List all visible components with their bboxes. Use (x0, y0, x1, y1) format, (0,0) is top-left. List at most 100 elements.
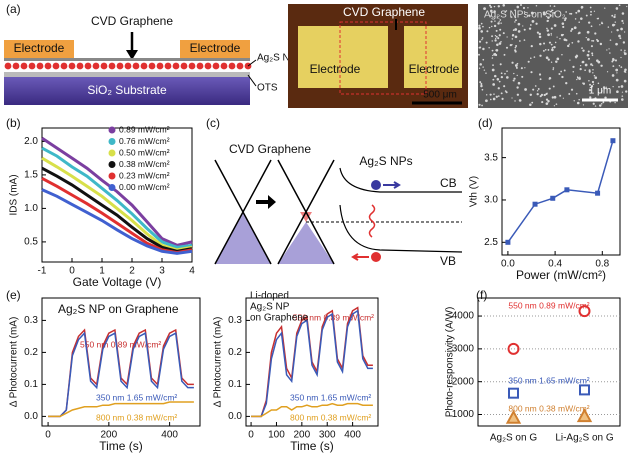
particle (619, 65, 620, 66)
particle (499, 42, 502, 45)
y-tick-label: 0.5 (24, 237, 38, 248)
particle (504, 54, 506, 56)
y-axis-label: Vth (V) (469, 176, 480, 207)
particle (572, 66, 574, 68)
particle (535, 23, 537, 25)
particle (482, 89, 484, 91)
y-tick-label: 0.1 (228, 379, 242, 390)
particle (506, 47, 508, 49)
panel-label: (f) (476, 288, 487, 302)
particle (598, 83, 600, 85)
particle (481, 23, 483, 25)
particle (621, 98, 624, 101)
nanoparticle (189, 63, 196, 70)
particle (547, 29, 549, 31)
particle (622, 12, 625, 15)
particle (513, 29, 515, 31)
nanoparticle (37, 63, 44, 70)
particle (499, 34, 501, 36)
particle (588, 50, 590, 52)
nanoparticle (5, 63, 12, 70)
particle (582, 49, 584, 51)
particle (494, 75, 497, 78)
particle (551, 33, 552, 34)
particle (501, 76, 503, 78)
particle (620, 66, 622, 68)
particle (554, 24, 557, 27)
nanoparticle (149, 63, 156, 70)
particle (486, 42, 488, 44)
particle (496, 30, 498, 32)
particle (478, 27, 481, 30)
particle (514, 100, 515, 101)
particle (621, 20, 623, 22)
particle (562, 26, 564, 28)
particle (587, 38, 590, 41)
label: Electrode (409, 62, 460, 76)
particle (587, 54, 590, 57)
nanoparticle (21, 63, 28, 70)
particle (559, 38, 560, 39)
particle (549, 42, 551, 44)
particle (482, 37, 484, 39)
particle (517, 75, 518, 76)
nanoparticle (229, 63, 236, 70)
chart-title: Li-doped (250, 291, 289, 302)
label: Electrode (14, 41, 65, 55)
particle (503, 85, 505, 87)
x-tick-label: 0.0 (501, 259, 515, 270)
particle (567, 45, 569, 47)
particle (556, 58, 559, 61)
particle (543, 50, 545, 52)
particle (575, 55, 578, 58)
particle (511, 44, 512, 45)
particle (586, 37, 587, 38)
particle (592, 65, 593, 66)
label: VB (440, 254, 456, 268)
particle (624, 80, 627, 83)
particle (561, 76, 563, 78)
particle (599, 24, 600, 25)
panel-a: (a) CVD Graphene Electrode Electrode SiO… (4, 2, 301, 105)
label: 500 μm (423, 90, 457, 101)
particle (536, 5, 538, 7)
particle (623, 22, 624, 23)
particle (492, 64, 494, 66)
particle (624, 70, 626, 72)
particle (500, 41, 502, 43)
particle (541, 94, 543, 96)
particle (489, 27, 490, 28)
legend-marker (109, 173, 116, 180)
particle (492, 83, 495, 86)
particle (624, 31, 625, 32)
particle (546, 56, 549, 59)
particle (539, 33, 541, 35)
particle (530, 94, 532, 96)
particle (494, 39, 496, 41)
particle (581, 7, 583, 9)
particle (497, 22, 499, 24)
particle (602, 23, 603, 24)
particle (545, 49, 547, 51)
particle (615, 59, 617, 61)
nanoparticle (85, 63, 92, 70)
particle (530, 24, 532, 26)
legend-label: 0.23 mW/cm² (119, 170, 170, 180)
particle (512, 35, 514, 37)
particle (501, 92, 503, 94)
particle (511, 97, 512, 98)
particle (502, 4, 505, 7)
particle (580, 65, 581, 66)
particle (624, 52, 627, 55)
particle (600, 65, 602, 67)
particle (591, 52, 593, 54)
y-tick-label: 2.5 (484, 237, 498, 248)
particle (537, 93, 539, 95)
particle (558, 73, 560, 75)
particle (479, 63, 482, 66)
particle (499, 29, 501, 31)
particle (480, 85, 482, 87)
x-tick-label: Li-Ag₂S on G (555, 433, 614, 444)
x-tick-label: 0 (45, 430, 51, 441)
particle (530, 57, 532, 59)
